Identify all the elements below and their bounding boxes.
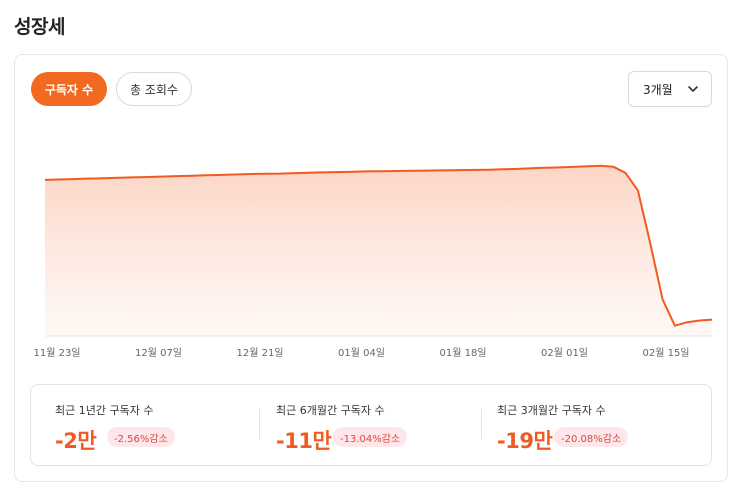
x-tick-label: 11월 23일 [33, 347, 80, 359]
range-select[interactable]: 3개월 [628, 71, 712, 107]
range-select-value: 3개월 [643, 82, 673, 97]
stat-change-badge: -2.56%감소 [107, 427, 175, 447]
x-tick-label: 02월 01일 [541, 347, 588, 359]
stat-change-badge: -13.04%감소 [333, 427, 408, 447]
stat-value: -19만 [497, 429, 553, 453]
divider [259, 409, 260, 439]
stat-value: -2만 [55, 429, 97, 453]
stat-change-badge: -20.08%감소 [554, 427, 629, 447]
stat-label: 최근 3개월간 구독자 수 [497, 404, 606, 417]
subscriber-chart: 11월 23일 12월 07일 12월 21일 01월 04일 01월 18일 02월 0… [33, 164, 713, 359]
x-tick-label: 02월 15일 [642, 347, 689, 359]
tab-total-views[interactable]: 총 조회수 [116, 72, 192, 106]
tab-subscribers[interactable]: 구독자 수 [31, 72, 107, 106]
stat-label: 최근 6개월간 구독자 수 [276, 404, 385, 417]
stat-label: 최근 1년간 구독자 수 [55, 404, 154, 417]
series-line [44, 164, 713, 327]
summary-panel: 최근 1년간 구독자 수 -2만 -2.56%감소 최근 6개월간 구독자 수 … [30, 384, 712, 466]
page-title: 성장세 [14, 16, 65, 38]
x-tick-label: 12월 07일 [135, 347, 182, 359]
x-tick-label: 12월 21일 [236, 347, 283, 359]
stat-value: -11만 [276, 429, 332, 453]
series-area [45, 165, 712, 336]
x-tick-label: 01월 18일 [439, 347, 486, 359]
divider [481, 409, 482, 439]
x-tick-label: 01월 04일 [338, 347, 385, 359]
chevron-down-icon [688, 86, 698, 92]
